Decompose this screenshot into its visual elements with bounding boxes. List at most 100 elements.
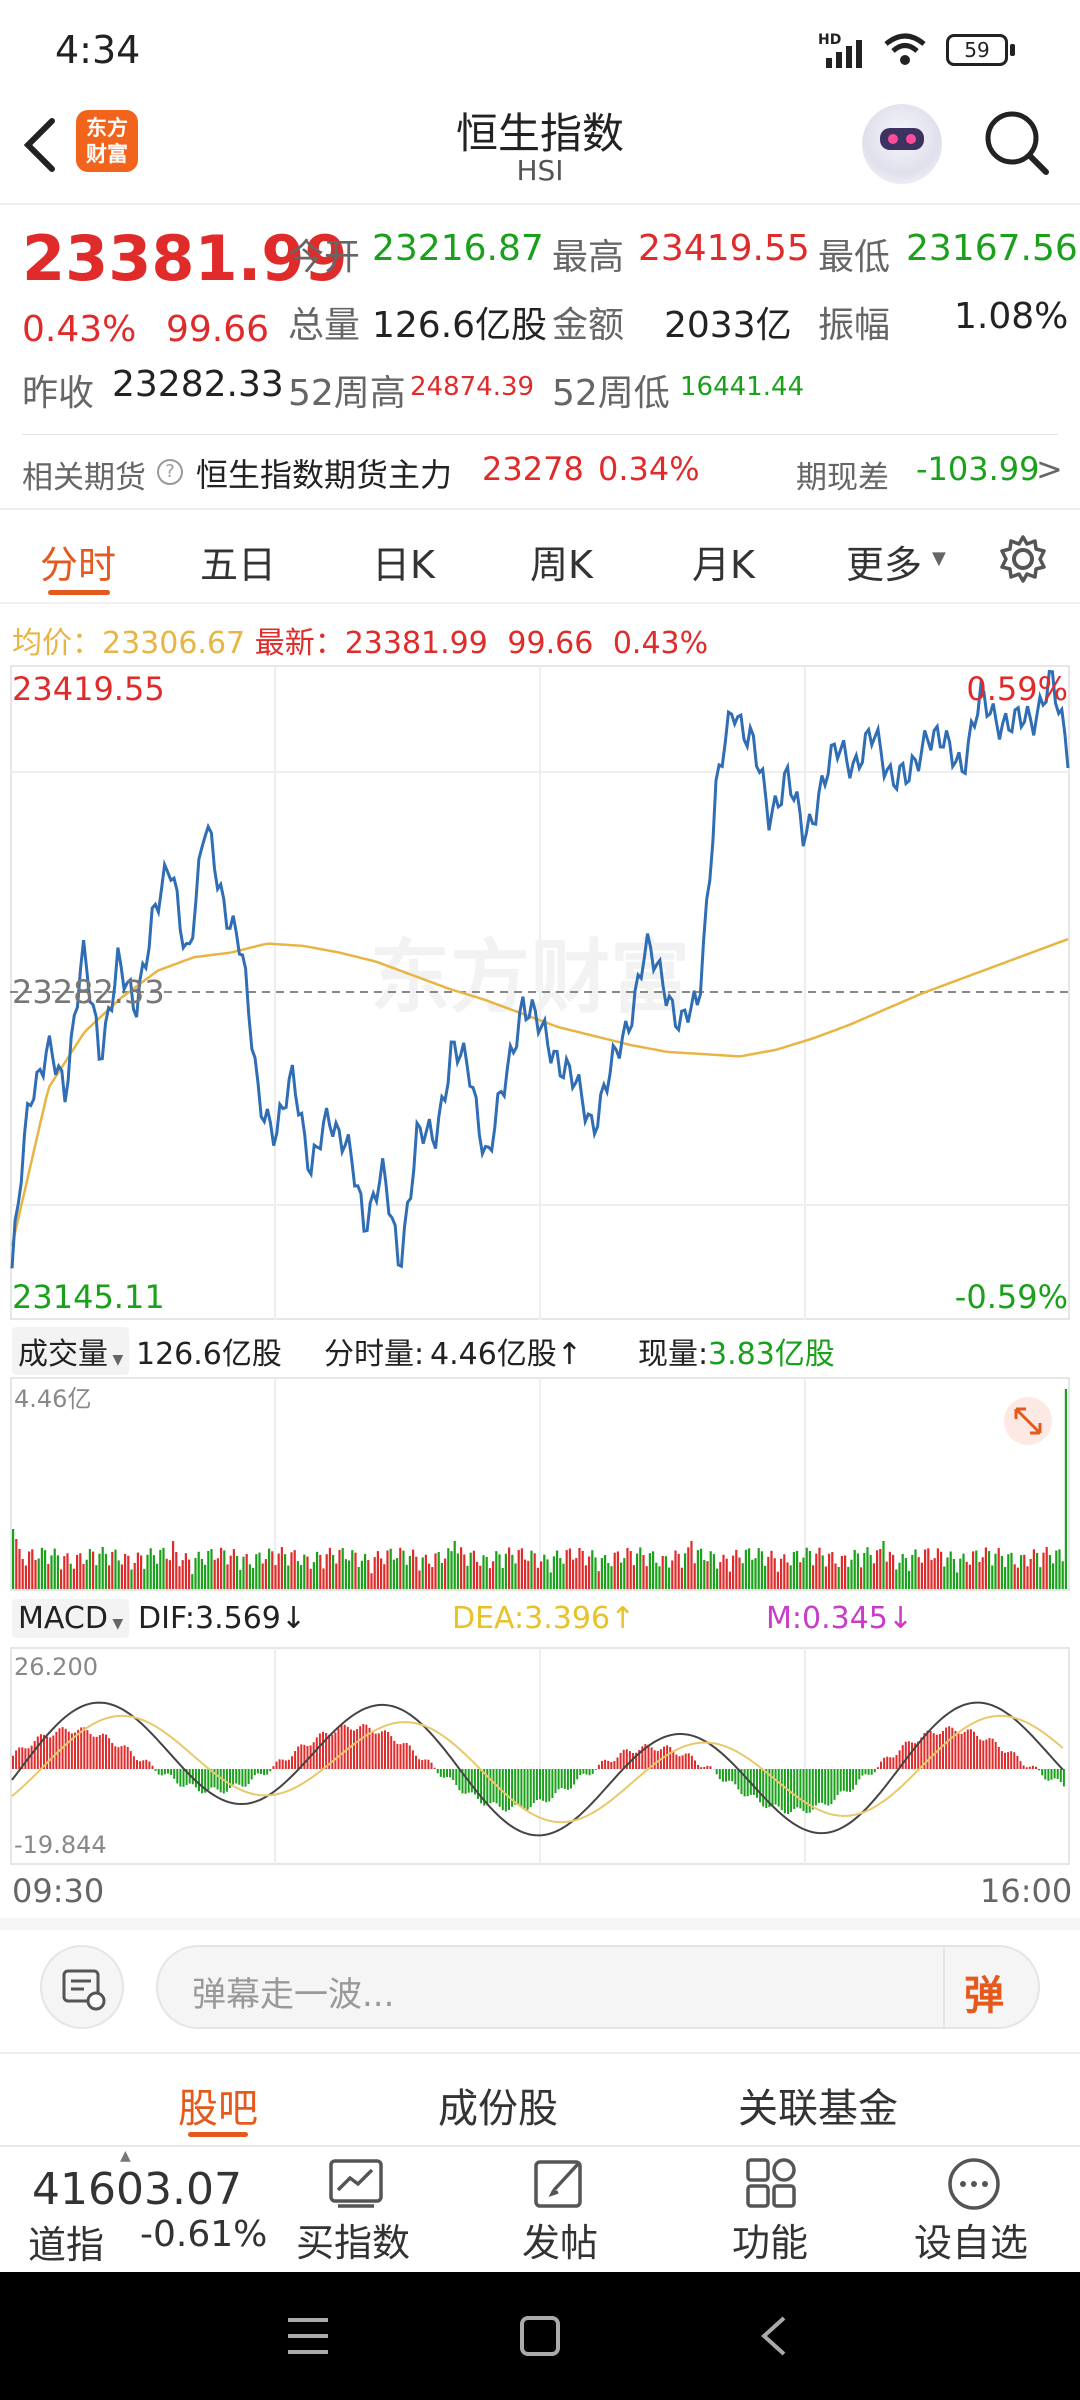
header-divider [0,203,1080,205]
macd-bar [613,1760,616,1769]
tab-daily-k[interactable]: 日K [372,543,435,587]
volume-bar [988,1551,991,1589]
system-nav-bar [0,2272,1080,2400]
volume-bar [728,1571,731,1589]
volume-bar [828,1553,831,1589]
macd-bar [756,1769,758,1798]
dow-index-ticker[interactable]: ▲ 41603.07 道指 -0.61% [28,2148,268,2267]
menu-icon[interactable] [286,2316,330,2356]
volume-bar [879,1548,882,1589]
volume-bar [770,1550,773,1589]
volume-bar [914,1549,917,1589]
macd-bar [269,1769,272,1772]
macd-bar [30,1745,33,1769]
volume-bar [575,1558,578,1589]
macd-bar [337,1728,340,1769]
macd-bar [318,1733,321,1769]
robot-assistant-icon[interactable] [862,104,942,184]
macd-bar [694,1760,696,1769]
volume-bar [117,1560,120,1589]
tab-five-day[interactable]: 五日 [200,543,277,587]
macd-bar [883,1757,886,1769]
volume-bar [815,1553,818,1589]
macd-chart[interactable]: 26.200 -19.844 [10,1647,1070,1865]
macd-bar [504,1769,507,1812]
volume-bar [620,1562,623,1589]
danmu-input[interactable]: 弹幕走一波... 弹 [156,1945,1040,2029]
danmu-send-button[interactable]: 弹 [964,1973,1004,2019]
macd-bar [1016,1755,1019,1769]
volume-bar [952,1559,955,1589]
tab-intraday[interactable]: 分时 [40,543,117,587]
volume-bar [664,1556,667,1589]
tab-related-funds[interactable]: 关联基金 [738,2086,898,2132]
macd-bar [353,1730,355,1769]
volume-bar [399,1547,402,1589]
macd-bar [1028,1766,1031,1769]
back-arrow-icon[interactable] [20,115,60,175]
volume-chart[interactable]: 4.46亿 [10,1377,1070,1591]
latest-pct: 0.43% [612,626,709,661]
danmu-settings-button[interactable] [40,1945,124,2029]
macd-bar [601,1760,603,1769]
volume-bar [460,1547,463,1589]
macd-bar [473,1769,476,1795]
add-watchlist-button[interactable]: 设自选 [900,2150,1050,2270]
search-icon[interactable] [982,108,1052,178]
macd-bar [994,1742,997,1769]
volume-bar [95,1565,98,1589]
macd-bar [238,1769,241,1785]
price-info-line: 均价：23306.67 最新：23381.99 99.66 0.43% [12,618,708,662]
macd-bar [790,1769,793,1812]
macd-bar [752,1769,755,1795]
macd-bar [1050,1769,1053,1780]
volume-bar [28,1551,31,1589]
intraday-chart[interactable]: 东方财富 23419.55 0.59% 23282.33 23145.11 -0… [10,665,1070,1320]
function-button[interactable]: 功能 [710,2150,830,2270]
gear-icon[interactable] [996,532,1050,586]
tab-monthly-k[interactable]: 月K [692,543,755,587]
macd-bar [74,1732,76,1769]
post-button[interactable]: 发帖 [500,2150,620,2270]
macd-bar [929,1730,932,1769]
volume-bar [930,1559,933,1589]
question-circle-icon[interactable]: ? [157,459,183,485]
macd-bar [765,1769,768,1809]
volume-selector[interactable]: 成交量 ▼ [12,1327,130,1375]
tab-more[interactable]: 更多 [846,543,923,587]
volume-bar [450,1551,453,1589]
macd-bar [446,1769,448,1778]
volume-bar [309,1568,312,1589]
tab-weekly-k[interactable]: 周K [530,543,593,587]
volume-bar [792,1552,795,1589]
volume-selector-label: 成交量 [18,1337,108,1372]
wifi-icon [884,33,926,65]
volume-bar [168,1560,171,1589]
volume-bar [1064,1389,1067,1589]
futures-row[interactable]: 相关期货 ? 恒生指数期货主力 23278 0.34% 期现差 -103.99 … [0,440,1080,504]
volume-bar [856,1553,859,1589]
macd-bar [957,1733,960,1769]
volume-bar [207,1550,210,1589]
macd-bar [824,1769,827,1805]
volume-bar [319,1554,322,1589]
tab-constituents[interactable]: 成份股 [438,2086,558,2132]
tab-stock-forum[interactable]: 股吧 [178,2086,258,2132]
week52-high-value: 24874.39 [410,372,535,402]
volume-bar [245,1554,248,1589]
volume-bar [344,1559,347,1589]
brand-logo-text: 东方财富 [86,116,128,166]
minute-volume-label: 分时量: [324,1337,425,1372]
macd-selector[interactable]: MACD ▼ [12,1599,130,1638]
macd-bar [278,1759,281,1769]
macd-bar [746,1769,749,1797]
buy-index-button[interactable]: 买指数 [290,2150,422,2270]
macd-bar [455,1769,458,1786]
home-icon[interactable] [518,2314,562,2358]
back-icon[interactable] [756,2314,790,2358]
volume-bar [1048,1555,1051,1589]
macd-bar [731,1769,734,1782]
macd-bar [960,1733,963,1769]
macd-bar [275,1761,278,1769]
expand-icon[interactable] [1004,1397,1052,1445]
